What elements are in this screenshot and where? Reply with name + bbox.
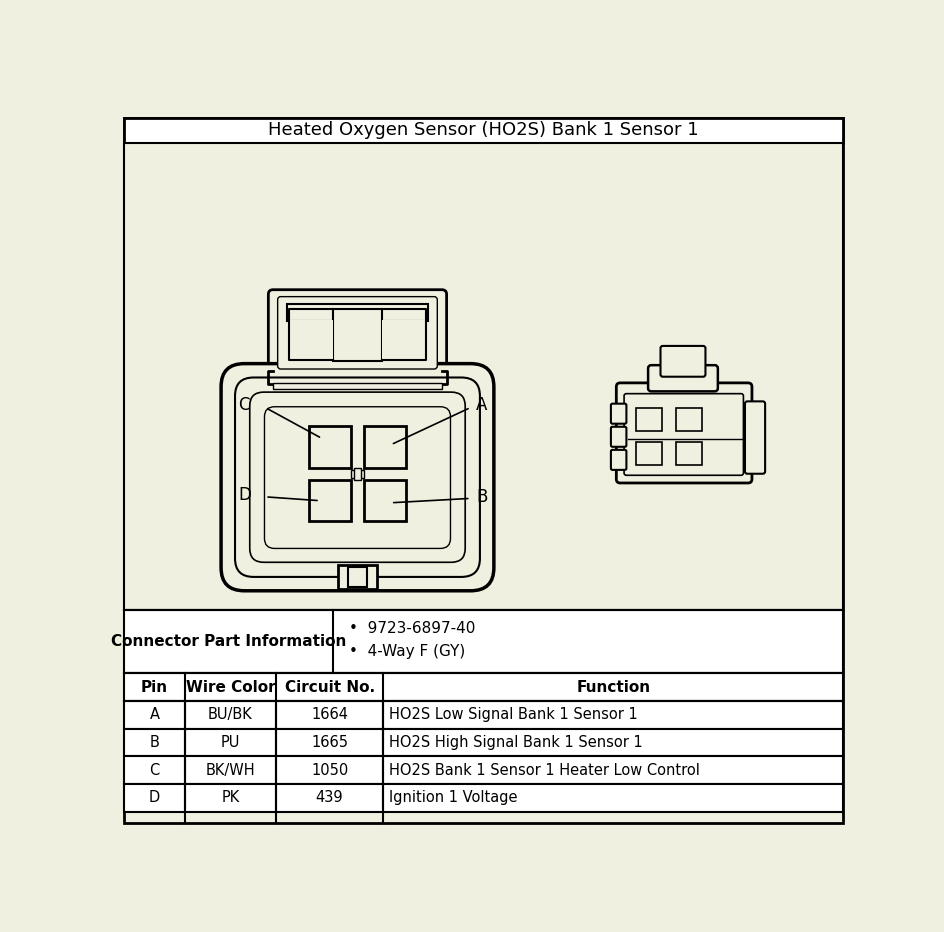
FancyBboxPatch shape — [611, 427, 627, 446]
Bar — [354, 468, 362, 480]
Bar — [125, 729, 843, 757]
FancyBboxPatch shape — [235, 377, 480, 577]
Text: C: C — [238, 396, 249, 414]
Bar — [676, 442, 702, 465]
Text: D: D — [149, 790, 160, 805]
Bar — [635, 408, 662, 432]
Text: Heated Oxygen Sensor (HO2S) Bank 1 Sensor 1: Heated Oxygen Sensor (HO2S) Bank 1 Senso… — [268, 121, 700, 139]
FancyBboxPatch shape — [264, 406, 450, 548]
Text: B: B — [476, 487, 487, 506]
FancyBboxPatch shape — [745, 402, 766, 473]
FancyBboxPatch shape — [268, 290, 447, 376]
FancyBboxPatch shape — [221, 363, 494, 591]
Text: Connector Part Information: Connector Part Information — [111, 634, 346, 649]
Text: 1665: 1665 — [312, 735, 348, 750]
Bar — [125, 757, 843, 784]
Bar — [363, 426, 406, 468]
Text: BK/WH: BK/WH — [206, 762, 255, 777]
Text: 1050: 1050 — [311, 762, 348, 777]
Text: B: B — [149, 735, 160, 750]
Text: HO2S Low Signal Bank 1 Sensor 1: HO2S Low Signal Bank 1 Sensor 1 — [389, 707, 638, 722]
Text: HO2S Bank 1 Sensor 1 Heater Low Control: HO2S Bank 1 Sensor 1 Heater Low Control — [389, 762, 700, 777]
Text: D: D — [238, 486, 251, 503]
Bar — [348, 567, 367, 587]
FancyBboxPatch shape — [250, 392, 465, 562]
Bar — [310, 480, 351, 522]
Text: Pin: Pin — [141, 679, 168, 694]
Text: 439: 439 — [315, 790, 344, 805]
Bar — [351, 470, 363, 477]
Bar — [382, 320, 427, 360]
Bar — [125, 143, 843, 610]
Bar — [125, 118, 843, 143]
Text: Wire Color: Wire Color — [186, 679, 276, 694]
Bar — [125, 673, 843, 701]
Text: •  4-Way F (GY): • 4-Way F (GY) — [349, 644, 465, 659]
Text: PU: PU — [221, 735, 240, 750]
Bar — [268, 380, 447, 392]
FancyBboxPatch shape — [611, 404, 627, 424]
Text: 1664: 1664 — [312, 707, 348, 722]
Bar — [125, 610, 843, 673]
Bar — [289, 320, 332, 360]
Text: A: A — [149, 707, 160, 722]
Text: •  9723-6897-40: • 9723-6897-40 — [349, 621, 476, 636]
FancyBboxPatch shape — [278, 296, 437, 369]
Bar — [363, 480, 406, 522]
FancyBboxPatch shape — [611, 450, 627, 470]
FancyBboxPatch shape — [624, 393, 744, 475]
Text: Ignition 1 Voltage: Ignition 1 Voltage — [389, 790, 517, 805]
Text: C: C — [149, 762, 160, 777]
Bar — [125, 701, 843, 729]
Bar — [635, 442, 662, 465]
Text: Function: Function — [576, 679, 650, 694]
Bar — [287, 305, 428, 322]
Bar — [125, 784, 843, 812]
Bar — [332, 309, 382, 362]
Bar — [273, 383, 442, 389]
FancyBboxPatch shape — [649, 365, 717, 391]
Text: HO2S High Signal Bank 1 Sensor 1: HO2S High Signal Bank 1 Sensor 1 — [389, 735, 643, 750]
Text: BU/BK: BU/BK — [208, 707, 253, 722]
Text: A: A — [476, 396, 487, 414]
Bar — [338, 565, 377, 589]
Bar — [676, 408, 702, 432]
Bar — [310, 426, 351, 468]
Text: PK: PK — [221, 790, 240, 805]
FancyBboxPatch shape — [661, 346, 705, 377]
FancyBboxPatch shape — [616, 383, 752, 483]
Text: Circuit No.: Circuit No. — [284, 679, 375, 694]
